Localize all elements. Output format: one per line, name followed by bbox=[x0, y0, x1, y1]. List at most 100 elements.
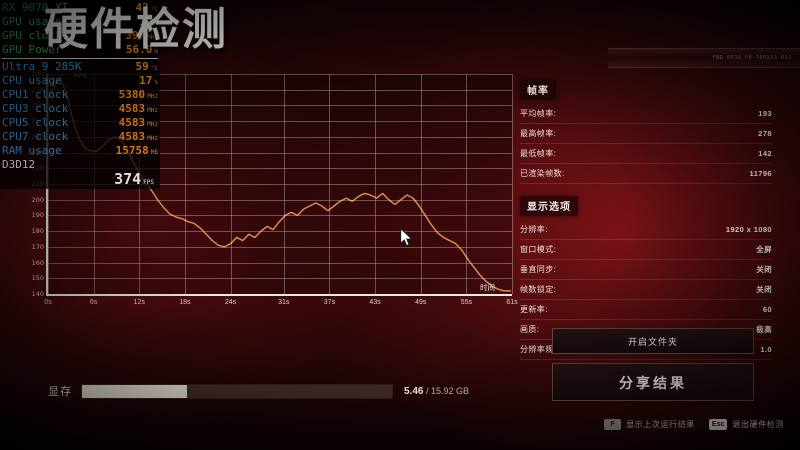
hwmon-row: CPU1 clock 5380 MHz bbox=[0, 88, 160, 102]
hwmon-row-label: RAM usage bbox=[2, 144, 62, 157]
result-row-value: 193 bbox=[758, 109, 772, 118]
chart-gridline-v bbox=[230, 74, 232, 294]
result-row-value: 11796 bbox=[749, 169, 772, 178]
result-row-value: 极高 bbox=[756, 325, 772, 334]
key-hint[interactable]: Esc 退出硬件检测 bbox=[708, 419, 784, 430]
hwmon-row-unit: MHz bbox=[147, 135, 158, 142]
hwmon-row-label: CPU usage bbox=[2, 74, 62, 87]
hwmon-divider bbox=[2, 58, 158, 59]
hint-label: 退出硬件检测 bbox=[732, 420, 784, 429]
chart-gridline-h bbox=[48, 246, 512, 248]
hint-label: 显示上次运行结果 bbox=[626, 420, 695, 429]
result-row-key: 平均帧率: bbox=[520, 109, 557, 118]
result-row-key: 垂直同步: bbox=[520, 265, 557, 274]
result-row-value: 60 bbox=[762, 305, 772, 314]
hwmon-row-unit: % bbox=[154, 79, 158, 86]
result-row-value: 278 bbox=[758, 129, 772, 138]
action-buttons: 开启文件夹 分享结果 bbox=[552, 328, 754, 401]
vram-label: 显存 bbox=[48, 386, 72, 398]
section-spacer bbox=[520, 184, 772, 196]
hwmon-row: CPU7 clock 4583 MHz bbox=[0, 130, 160, 144]
result-row: 已渲染帧数: 11796 bbox=[520, 164, 772, 184]
chart-gridline-h bbox=[48, 231, 512, 233]
hwmon-row-unit: MHz bbox=[147, 121, 158, 128]
hwmon-row-value: 4583 bbox=[118, 116, 146, 129]
result-row: 更新率: 60 bbox=[520, 300, 772, 320]
framerate-section-heading: 帧率 bbox=[520, 80, 556, 100]
chart-gridline-h bbox=[48, 294, 512, 295]
hwmon-row-unit: °C bbox=[150, 65, 158, 72]
chart-x-tick: 43s bbox=[369, 299, 381, 306]
hwmon-row-label: CPU5 clock bbox=[2, 116, 69, 129]
share-result-button[interactable]: 分享结果 bbox=[552, 363, 754, 401]
chart-x-tick: 61s bbox=[506, 299, 518, 306]
result-row-value: 142 bbox=[758, 149, 772, 158]
fps-readout: 374 FPS bbox=[0, 172, 160, 189]
chart-x-tick: 49s bbox=[415, 299, 427, 306]
chart-x-tick: 0s bbox=[44, 299, 52, 306]
chart-gridline-v bbox=[375, 74, 377, 294]
vram-fill bbox=[82, 384, 188, 398]
hwmon-row-label: Ultra 9 285K bbox=[2, 60, 82, 73]
hint-key-badge: F bbox=[604, 419, 622, 430]
chart-gridline-v bbox=[283, 74, 285, 294]
hwmon-row: RAM usage 15758 MB bbox=[0, 144, 160, 158]
display-section-heading: 显示选项 bbox=[520, 196, 578, 216]
result-row-key: 最低帧率: bbox=[520, 149, 557, 158]
result-row-key: 更新率: bbox=[520, 305, 548, 314]
chart-x-tick: 55s bbox=[460, 299, 473, 306]
chart-gridline-v bbox=[512, 74, 513, 294]
chart-x-tick: 6s bbox=[89, 299, 98, 306]
open-folder-button[interactable]: 开启文件夹 bbox=[552, 328, 754, 354]
fps-unit: FPS bbox=[143, 179, 154, 186]
vram-text: 5.46 / 15.92 GB bbox=[404, 386, 469, 397]
fps-value: 374 bbox=[114, 170, 142, 188]
hwmon-row-label: CPU3 clock bbox=[2, 102, 69, 115]
chart-gridline-v bbox=[466, 74, 468, 294]
result-row: 窗口模式: 全屏 bbox=[520, 240, 772, 260]
result-row-key: 窗口模式: bbox=[520, 245, 557, 254]
framerate-rows: 平均帧率: 193 最高帧率: 278 最低帧率: 142 已渲染帧数: 11796 bbox=[520, 104, 772, 184]
result-row-value: 关闭 bbox=[756, 265, 772, 274]
result-row-value: 1.0 bbox=[760, 345, 772, 354]
chart-gridline-v bbox=[184, 74, 186, 294]
chart-y-tick: 150 bbox=[31, 274, 44, 283]
result-row-value: 1920 x 1080 bbox=[725, 225, 772, 234]
chart-gridline-v bbox=[420, 74, 422, 294]
chart-gridline-h bbox=[48, 215, 512, 217]
result-row-value: 全屏 bbox=[756, 245, 772, 254]
chart-x-tick: 37s bbox=[323, 299, 336, 306]
key-hint[interactable]: F 显示上次运行结果 bbox=[604, 419, 695, 430]
chart-gridline-h bbox=[48, 262, 512, 264]
result-row-key: 画质: bbox=[520, 325, 540, 334]
result-row: 平均帧率: 193 bbox=[520, 104, 772, 124]
hwmon-row-value: 4583 bbox=[118, 130, 146, 143]
result-row-key: 分辨率: bbox=[520, 225, 548, 234]
hwmon-row-label: CPU7 clock bbox=[2, 130, 69, 143]
vram-usage-bar: 显存 5.46 / 15.92 GB bbox=[48, 383, 469, 399]
result-row: 最低帧率: 142 bbox=[520, 144, 772, 164]
hwmon-row-value: 5380 bbox=[118, 88, 146, 101]
hwmon-row: CPU5 clock 4583 MHz bbox=[0, 116, 160, 130]
hint-key-badge: Esc bbox=[708, 419, 728, 430]
page-title: 硬件检测 bbox=[44, 5, 228, 54]
hwmon-row-unit: MHz bbox=[147, 93, 158, 100]
chart-y-tick: 190 bbox=[31, 211, 44, 220]
vram-used: 5.46 bbox=[404, 385, 424, 397]
hwmon-row: CPU3 clock 4583 MHz bbox=[0, 102, 160, 116]
chart-y-tick: 200 bbox=[31, 195, 44, 204]
cpu-stats-group: Ultra 9 285K 59 °C CPU usage 17% CPU1 clock 53… bbox=[0, 60, 160, 158]
chart-y-tick: 180 bbox=[31, 227, 44, 236]
hwmon-row: Ultra 9 285K 59 °C bbox=[0, 60, 160, 74]
hwmon-row-value: 59 bbox=[135, 60, 149, 73]
chart-x-tick: 24s bbox=[224, 299, 237, 306]
chart-x-axis-label: 时间 bbox=[480, 283, 495, 292]
result-row: 分辨率: 1920 x 1080 bbox=[520, 220, 772, 240]
chart-x-tick: 18s bbox=[179, 299, 191, 306]
chart-y-tick: 160 bbox=[31, 258, 44, 267]
result-row-value: 关闭 bbox=[756, 285, 772, 294]
hwmon-row-value: 15758 bbox=[115, 144, 149, 157]
results-panel: 帧率 平均帧率: 193 最高帧率: 278 最低帧率: 142 已渲染帧数: 11796 显… bbox=[520, 80, 772, 360]
result-row: 垂直同步: 关闭 bbox=[520, 260, 772, 280]
